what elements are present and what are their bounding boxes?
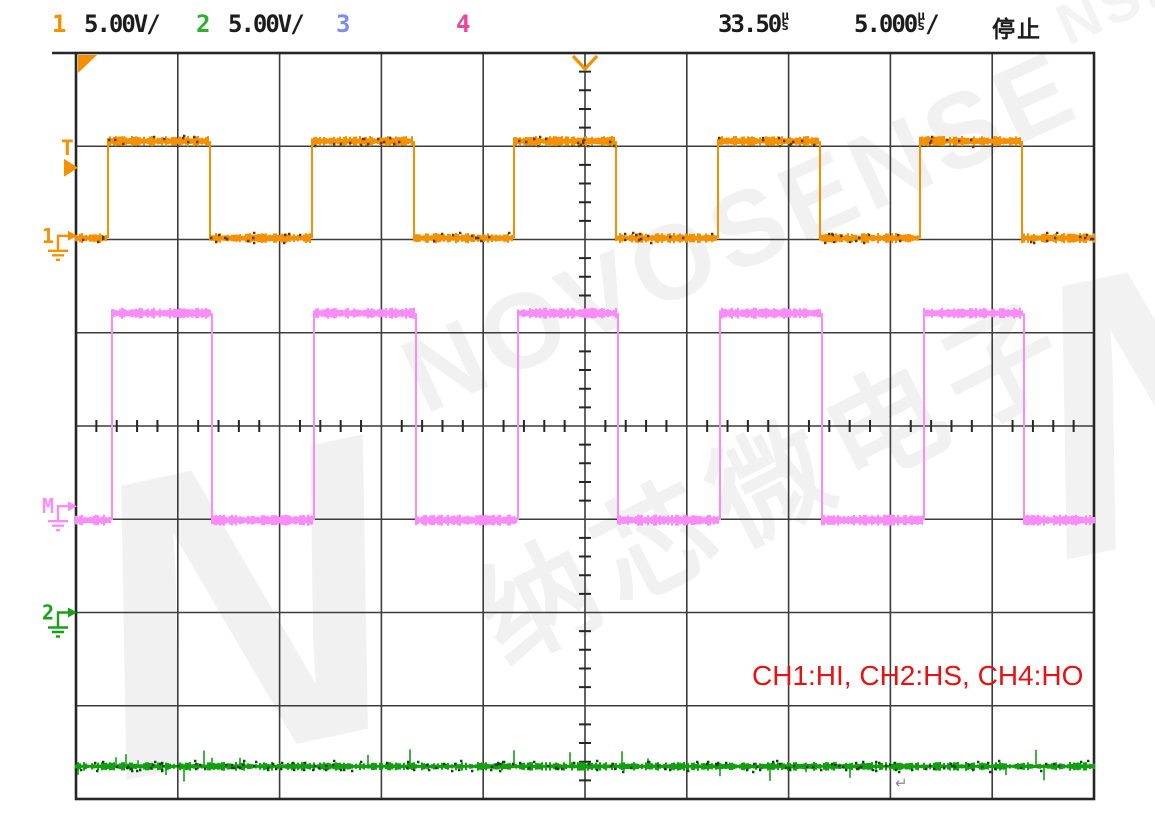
trigger-level-arrow	[64, 158, 78, 177]
delay-value: 33.50	[718, 10, 782, 38]
ch2-ground-marker-arrow	[68, 607, 77, 618]
ch3-number: 3	[336, 10, 351, 38]
timebase-suffix: /	[925, 10, 940, 38]
waveform-traces	[75, 134, 1095, 782]
scope-markers: T 1 M 2	[42, 54, 599, 638]
ch2-ground-marker-ground-icon	[48, 626, 68, 638]
timebase-readout: 5.000 µ s /	[854, 9, 940, 38]
trigger-delay-readout: 33.50 µ s	[718, 10, 789, 38]
ch1-ground-marker-arrow	[68, 230, 77, 241]
trace-ch2-speckles	[80, 759, 1090, 774]
trigger-time-marker	[571, 54, 599, 72]
ch1-ground-marker-step	[56, 234, 68, 251]
watermark-logo-left: N	[40, 345, 446, 832]
trace-ch2	[75, 762, 1095, 771]
ch1-ground-marker-label: 1	[42, 224, 54, 248]
ch1-ground-marker-ground-icon	[48, 249, 68, 261]
channel-annotation: CH1:HI, CH2:HS, CH4:HO	[752, 660, 1084, 691]
graticule-minor-ticks	[95, 70, 1075, 782]
ch4-number: 4	[456, 10, 471, 38]
return-symbol: ↵	[895, 775, 908, 792]
ch2-ground-marker-step	[56, 611, 68, 628]
math-ground-marker-ground-icon	[48, 519, 68, 532]
ch2-ground-marker-label: 2	[42, 601, 54, 625]
math-ground-marker-arrow	[68, 501, 77, 512]
timebase-value: 5.000	[854, 10, 918, 38]
ch2-scale: 5.00V/	[228, 10, 305, 38]
trace-ch1-speckles	[82, 134, 1095, 245]
scope-header: 1 5.00V/ 2 5.00V/ 3 4 33.50 µ s 5.000 µ s / 停…	[0, 10, 1155, 44]
trace-ch4	[75, 307, 1095, 526]
ch1-number: 1	[52, 10, 67, 38]
graticule-border	[74, 51, 1096, 801]
math-ground-marker-step	[56, 504, 68, 522]
run-state-badge: 停止	[992, 16, 1042, 42]
watermark-layer: N N NOVOSENSE 纳芯微电子 NSE	[40, 0, 1155, 832]
trigger-level-label: T	[61, 136, 74, 160]
math-ground-marker-label: M	[42, 494, 54, 518]
ch1-scale: 5.00V/	[84, 10, 161, 38]
ch2-number: 2	[196, 10, 211, 38]
delay-corner-flag	[78, 55, 97, 73]
